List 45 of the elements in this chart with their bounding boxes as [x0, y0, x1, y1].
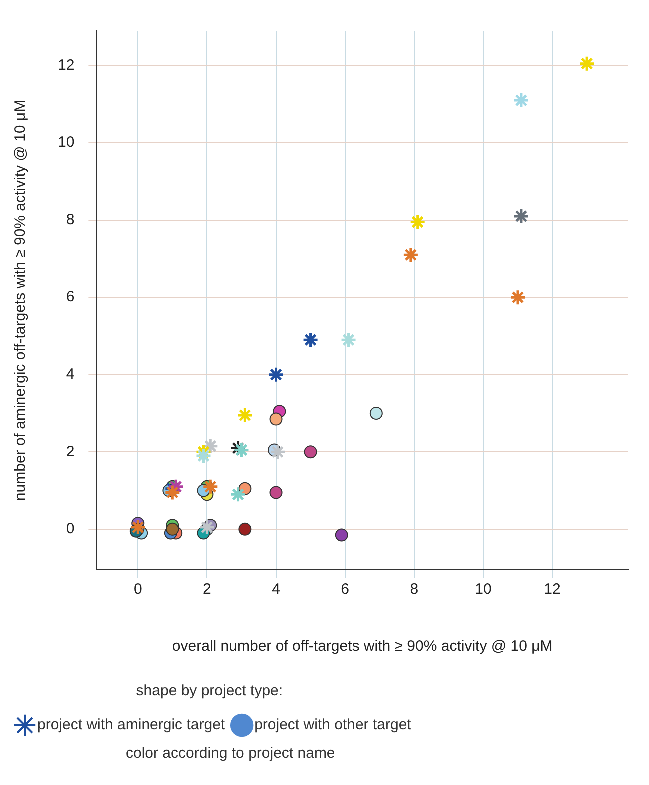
point [302, 332, 320, 348]
y-tick-label: 4 [66, 366, 75, 384]
legend-title: shape by project type: [136, 682, 284, 700]
x-tick-label: 4 [272, 581, 280, 598]
x-tick-label: 2 [203, 581, 212, 598]
legend-label: project with other target [254, 716, 412, 734]
point [202, 478, 219, 496]
point [513, 208, 530, 225]
y-tick-label: 6 [66, 288, 75, 306]
x-tick-label: 8 [410, 581, 419, 598]
point [164, 484, 181, 501]
x-tick-label: 6 [341, 581, 350, 598]
y-tick-label: 12 [58, 56, 75, 74]
point [233, 442, 250, 458]
point [195, 448, 212, 464]
point [370, 407, 383, 420]
point [270, 412, 283, 426]
point [410, 214, 426, 231]
point [198, 519, 216, 536]
point [270, 444, 286, 460]
y-tick-label: 2 [66, 443, 75, 460]
point [230, 486, 247, 503]
y-axis-title: number of aminergic off-targets with ≥ 90% activity @ 10 μM [12, 100, 30, 502]
legend-label: project with aminergic target [38, 716, 226, 734]
x-tick-label: 12 [544, 581, 561, 598]
point [166, 522, 180, 536]
y-tick-label: 10 [58, 134, 75, 152]
point [304, 446, 318, 459]
point [236, 407, 254, 424]
x-tick-label: 0 [134, 581, 142, 598]
x-axis-title: overall number of off-targets with ≥ 90% activity @ 10 μM [172, 638, 553, 656]
x-tick-label: 10 [475, 581, 492, 598]
y-tick-label: 8 [66, 211, 75, 228]
point [510, 289, 526, 306]
point [270, 486, 283, 500]
point [268, 366, 285, 384]
point [513, 92, 530, 109]
y-tick-label: 0 [66, 520, 75, 538]
text: color according to project name [126, 745, 336, 762]
point [578, 56, 596, 72]
point [335, 528, 348, 542]
point [238, 522, 252, 536]
point [130, 519, 146, 536]
point [340, 332, 358, 348]
point [402, 246, 420, 264]
